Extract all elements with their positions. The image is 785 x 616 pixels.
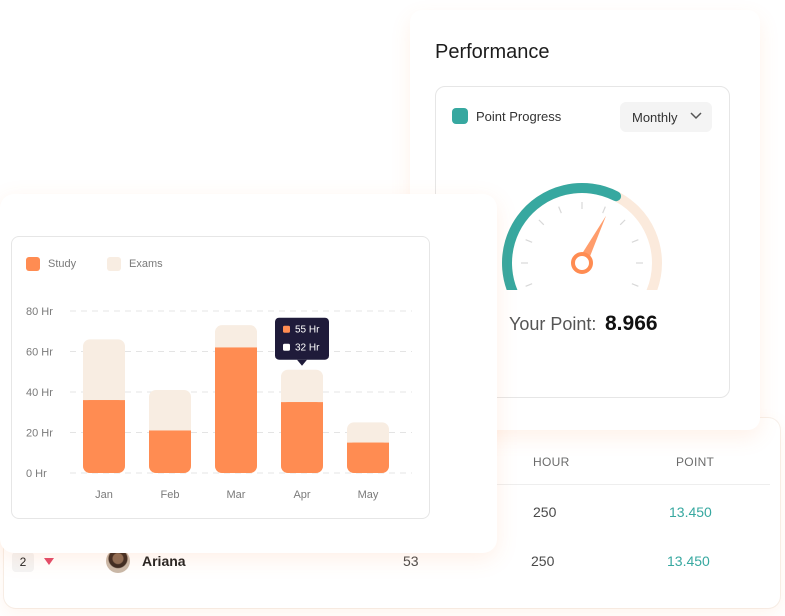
performance-title: Performance — [435, 41, 550, 63]
legend-study-swatch — [26, 257, 40, 271]
header-divider — [470, 484, 770, 485]
row-score: 53 — [403, 553, 419, 569]
row-hour: 250 — [531, 553, 555, 569]
legend-exams-swatch — [107, 257, 121, 271]
gauge-tick — [525, 239, 533, 243]
rank-down-icon — [44, 558, 54, 565]
user-name[interactable]: Ariana — [142, 553, 186, 569]
point-progress-legend-swatch — [452, 108, 468, 124]
your-point-label: Your Point: — [509, 314, 597, 334]
gauge-tick — [631, 283, 639, 287]
gauge-ticks — [521, 202, 643, 287]
gauge-tick — [525, 283, 533, 287]
period-dropdown-value: Monthly — [632, 110, 678, 125]
legend-exams-label: Exams — [129, 258, 163, 270]
avatar[interactable] — [106, 549, 130, 573]
row-point: 13.450 — [667, 553, 710, 569]
gauge-tick — [558, 206, 562, 214]
your-point-value: 8.966 — [605, 312, 658, 335]
chevron-down-icon — [690, 112, 702, 120]
gauge-hub — [571, 252, 593, 274]
gauge-tick — [538, 219, 545, 226]
column-header-hour[interactable]: HOUR — [533, 455, 570, 469]
gauge-tick — [619, 219, 626, 226]
period-dropdown[interactable]: Monthly — [620, 102, 712, 132]
row-point: 13.450 — [669, 504, 712, 520]
point-gauge — [502, 183, 662, 290]
row-hour: 250 — [533, 504, 557, 520]
rank-badge: 2 — [12, 552, 34, 572]
chart-panel — [11, 236, 430, 519]
gauge-tick — [602, 206, 606, 214]
legend-study-label: Study — [48, 258, 77, 270]
point-progress-label: Point Progress — [476, 109, 562, 124]
column-header-point[interactable]: POINT — [676, 455, 715, 469]
gauge-tick — [631, 239, 639, 243]
gauge-progress — [502, 183, 622, 290]
